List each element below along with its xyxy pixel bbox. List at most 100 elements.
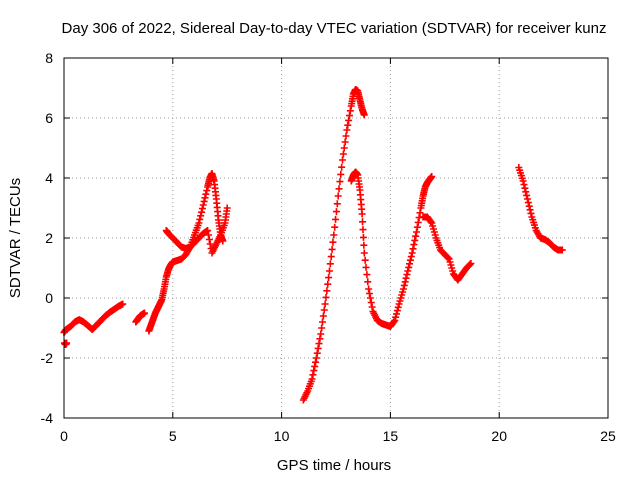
data-point <box>312 354 320 362</box>
data-point <box>467 260 475 267</box>
data-point <box>338 163 346 171</box>
data-point <box>198 205 206 213</box>
data-point <box>337 170 345 178</box>
data-markers <box>60 86 566 404</box>
series-seg5 <box>299 86 368 404</box>
data-point <box>404 267 412 275</box>
data-point <box>402 274 410 282</box>
data-point <box>466 260 474 268</box>
data-point <box>332 208 340 216</box>
data-point <box>408 249 416 257</box>
data-point <box>326 260 334 268</box>
data-point <box>428 173 436 180</box>
data-point <box>316 335 324 343</box>
y-tick-label: 8 <box>45 50 53 66</box>
data-point <box>317 330 325 338</box>
data-point <box>327 253 335 261</box>
data-point <box>405 263 413 271</box>
data-point <box>204 227 212 234</box>
series-seg1b <box>60 339 71 348</box>
series-seg2 <box>132 309 149 326</box>
data-point <box>315 340 323 348</box>
data-point <box>346 107 354 115</box>
data-point <box>345 116 353 124</box>
data-point <box>366 294 374 302</box>
data-point <box>332 215 340 223</box>
data-point <box>360 241 368 249</box>
x-tick-label: 15 <box>383 428 399 444</box>
data-point <box>523 195 531 203</box>
axis-ticks: 0 5 10 15 20 25 -4 -2 0 2 4 6 8 <box>41 50 616 444</box>
data-point <box>525 202 533 210</box>
data-point <box>313 349 321 357</box>
data-point <box>523 191 531 199</box>
data-point <box>401 278 409 286</box>
data-point <box>444 254 452 262</box>
series-seg7 <box>419 213 475 284</box>
data-point <box>320 306 328 314</box>
data-point <box>403 271 411 279</box>
data-point <box>205 236 213 243</box>
data-point <box>393 307 401 315</box>
data-point <box>345 112 353 120</box>
data-point <box>526 206 534 214</box>
data-point <box>524 199 532 207</box>
data-point <box>527 209 535 217</box>
y-tick-label: 0 <box>45 290 53 306</box>
data-point <box>413 223 421 231</box>
x-tick-label: 5 <box>169 428 177 444</box>
data-point <box>200 197 208 205</box>
data-point <box>310 367 318 375</box>
data-point <box>344 121 352 129</box>
data-point <box>520 181 528 189</box>
data-point <box>399 285 407 293</box>
data-point <box>333 200 341 208</box>
data-point <box>329 238 337 246</box>
data-point <box>407 253 415 261</box>
data-point <box>324 280 332 288</box>
data-point <box>558 246 566 254</box>
data-point <box>358 210 366 218</box>
data-point <box>335 185 343 193</box>
data-point <box>410 241 418 249</box>
data-point <box>196 215 204 223</box>
plot-frame <box>63 57 609 419</box>
x-tick-label: 10 <box>274 428 290 444</box>
data-point <box>331 223 339 231</box>
data-point <box>368 303 376 311</box>
data-point <box>341 138 349 146</box>
y-tick-label: -4 <box>41 410 54 426</box>
data-point <box>365 285 373 293</box>
data-point <box>325 267 333 275</box>
data-point <box>522 188 530 196</box>
data-point <box>119 300 127 308</box>
x-axis-title: GPS time / hours <box>277 457 391 474</box>
data-point <box>364 278 372 286</box>
data-point <box>323 287 331 295</box>
data-point <box>339 156 347 164</box>
data-point <box>416 209 424 217</box>
data-point <box>343 126 351 134</box>
data-point <box>400 281 408 289</box>
y-tick-label: 4 <box>45 170 53 186</box>
data-point <box>202 190 210 198</box>
data-point <box>362 263 370 271</box>
data-point <box>336 178 344 186</box>
data-point <box>360 249 368 257</box>
data-point <box>314 344 322 352</box>
data-point <box>198 208 206 216</box>
data-point <box>342 132 350 140</box>
data-point <box>359 233 367 241</box>
series-seg4 <box>162 204 231 257</box>
x-tick-label: 0 <box>60 428 68 444</box>
data-point <box>325 274 333 282</box>
data-point <box>312 358 320 366</box>
data-point <box>311 362 319 370</box>
data-point <box>223 204 231 212</box>
data-point <box>394 303 402 311</box>
data-point <box>359 226 367 234</box>
data-point <box>328 245 336 253</box>
data-point <box>322 293 330 301</box>
y-tick-label: 6 <box>45 110 53 126</box>
